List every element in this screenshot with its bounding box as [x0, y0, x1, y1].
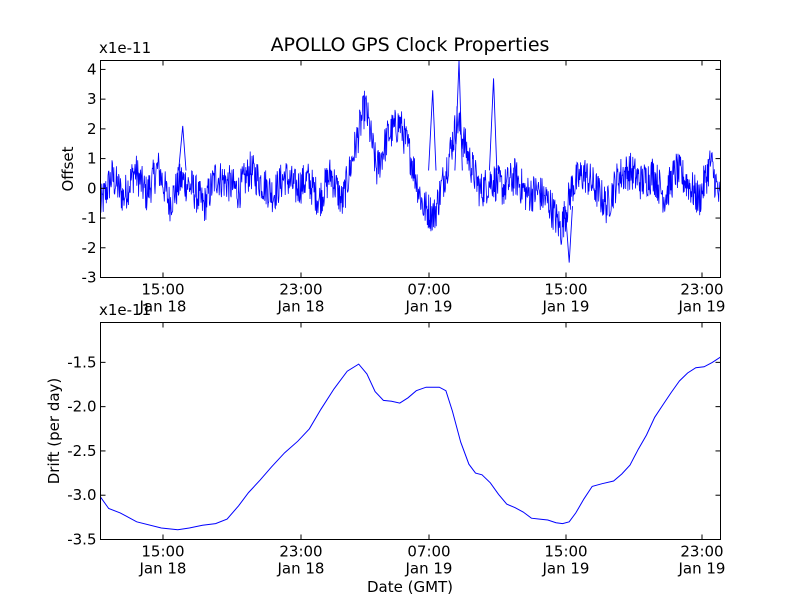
drift-y-axis-label: Drift (per day)	[45, 378, 63, 485]
offset-peak-1	[488, 78, 498, 171]
offset-ytick-label: -1	[82, 209, 97, 227]
offset-peak-2	[428, 90, 437, 171]
drift-ytick-label: -1.5	[67, 353, 96, 371]
drift-plot-area	[100, 356, 721, 531]
chart-title: APOLLO GPS Clock Properties	[271, 34, 550, 56]
offset-ytick-label: 0	[87, 179, 97, 197]
offset-plot-area	[100, 60, 721, 263]
drift-axes-frame	[100, 322, 721, 540]
drift-ytick-label: -3.0	[67, 486, 96, 504]
drift-ytick-label: -2.5	[67, 442, 96, 460]
drift-ytick-label: -3.5	[67, 531, 96, 549]
drift-xtick-time-label: 07:00	[407, 543, 450, 561]
drift-xtick-date-label: Jan 18	[277, 560, 325, 578]
drift-xtick-date-label: Jan 19	[542, 560, 590, 578]
offset-xtick-date-label: Jan 18	[277, 298, 325, 316]
offset-peak-4	[564, 206, 573, 263]
offset-ytick-label: 4	[87, 60, 97, 78]
offset-xtick-date-label: Jan 19	[542, 298, 590, 316]
offset-y-axis-label: Offset	[59, 146, 77, 191]
offset-xtick-time-label: 15:00	[544, 281, 587, 299]
offset-xtick-time-label: 23:00	[680, 281, 723, 299]
drift-ytick-label: -2.0	[67, 398, 96, 416]
offset-ytick-label: -3	[82, 269, 97, 287]
drift-xtick-time-label: 23:00	[279, 543, 322, 561]
offset-series-line	[100, 90, 721, 245]
offset-peak-3	[178, 125, 187, 171]
offset-peak-0	[454, 60, 463, 171]
offset-xtick-date-label: Jan 19	[678, 298, 726, 316]
offset-xtick-time-label: 07:00	[407, 281, 450, 299]
offset-ytick-label: 1	[87, 150, 97, 168]
drift-xtick-time-label: 23:00	[680, 543, 723, 561]
offset-xtick-time-label: 23:00	[279, 281, 322, 299]
offset-ytick-label: 2	[87, 120, 97, 138]
offset-xtick-date-label: Jan 19	[405, 298, 453, 316]
drift-series-line	[100, 356, 721, 531]
drift-xtick-time-label: 15:00	[544, 543, 587, 561]
offset-axes-frame	[100, 60, 721, 278]
offset-ytick-label: -2	[82, 239, 97, 257]
offset-xtick-time-label: 15:00	[141, 281, 184, 299]
drift-xtick-date-label: Jan 19	[405, 560, 453, 578]
drift-xtick-date-label: Jan 18	[139, 560, 187, 578]
drift-xtick-date-label: Jan 19	[678, 560, 726, 578]
drift-x-axis-label: Date (GMT)	[367, 578, 453, 596]
offset-ytick-label: 3	[87, 90, 97, 108]
drift-scale-label: x1e-11	[99, 301, 151, 319]
offset-scale-label: x1e-11	[99, 39, 151, 57]
drift-xtick-time-label: 15:00	[141, 543, 184, 561]
offset-xtick-date-label: Jan 18	[139, 298, 187, 316]
